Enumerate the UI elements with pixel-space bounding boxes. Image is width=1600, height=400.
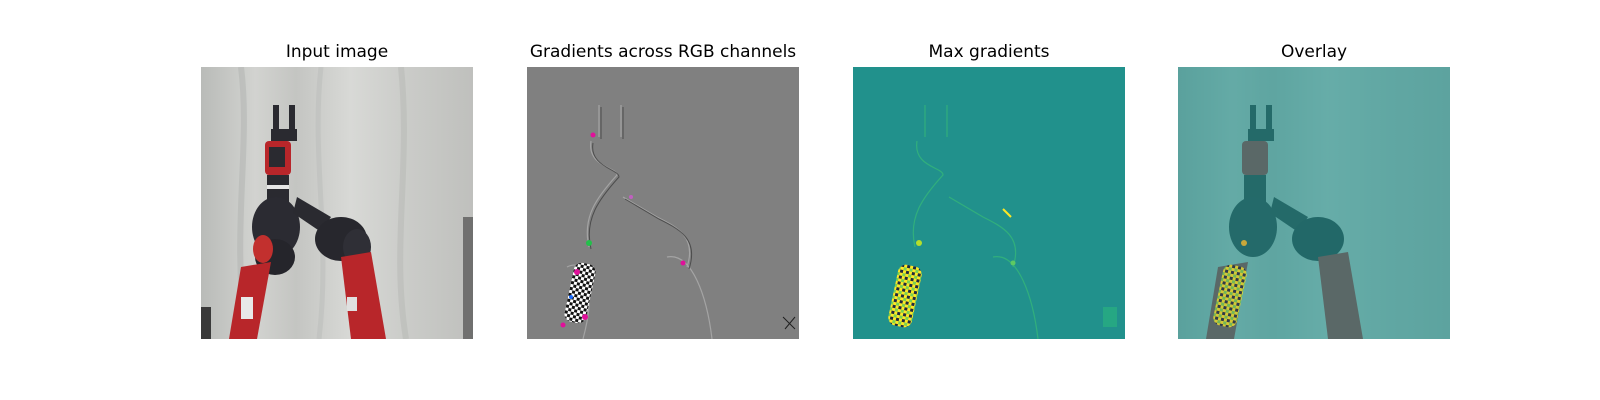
input-image <box>201 67 473 339</box>
panel-input-image: Input image <box>201 0 473 400</box>
panel-title: Overlay <box>1280 42 1348 62</box>
panel-title: Gradients across RGB channels <box>529 42 797 62</box>
panel-max-gradients: Max gradients <box>853 0 1125 400</box>
panel-overlay: Overlay <box>1178 0 1450 400</box>
panel-title: Input image <box>285 42 389 62</box>
panel-gradients-rgb: Gradients across RGB channels <box>527 0 799 400</box>
gradients-rgb-image <box>527 67 799 339</box>
max-gradients-image <box>853 67 1125 339</box>
overlay-image <box>1178 67 1450 339</box>
panel-title: Max gradients <box>928 42 1050 62</box>
